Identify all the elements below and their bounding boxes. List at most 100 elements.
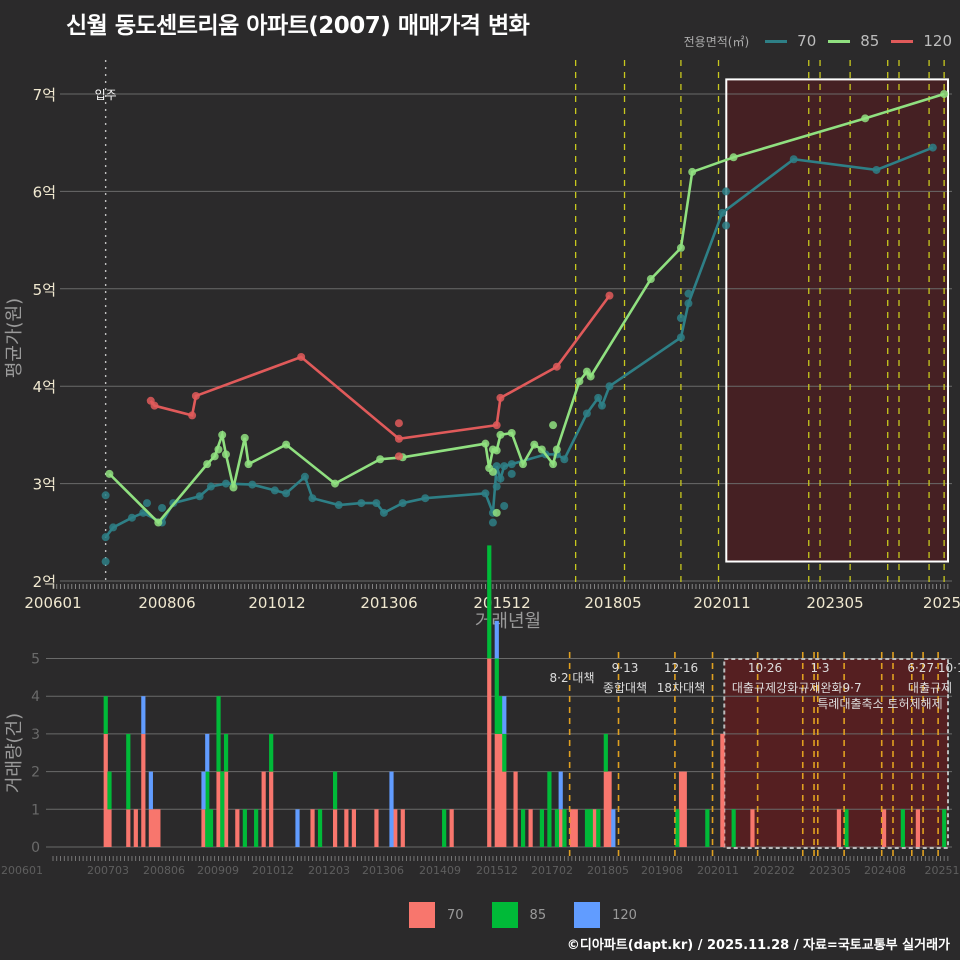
volume-bar-85 [242, 809, 247, 847]
volume-bar-70 [603, 771, 608, 847]
y-tick-label: 5억 [33, 281, 56, 299]
data-point [218, 430, 227, 439]
legend-bottom-item-70: 70 [447, 907, 464, 923]
volume-bar-70 [133, 809, 138, 847]
volume-bar-70 [374, 809, 379, 847]
volume-bar-70 [126, 809, 131, 847]
volume-bar-70 [344, 809, 349, 847]
x-tick-label: 201512 [476, 864, 518, 877]
volume-bar-85 [705, 809, 710, 847]
highlight-region [726, 79, 948, 562]
volume-bar-85 [254, 809, 259, 847]
data-point [940, 90, 949, 98]
volume-bar-85 [442, 809, 447, 847]
volume-bar-85 [220, 771, 225, 847]
data-point [221, 450, 230, 459]
x-tick-label: 20251 [925, 864, 960, 877]
volume-bar-85 [333, 771, 338, 810]
data-point [195, 492, 204, 501]
data-point [582, 409, 591, 418]
data-point [282, 440, 291, 449]
volume-bar-85 [584, 809, 590, 847]
volume-bar-85 [603, 733, 608, 772]
y-tick-label: 7억 [33, 86, 56, 104]
volume-bar-70 [107, 809, 112, 847]
policy-annotation: 대출규제강화 [732, 681, 798, 695]
policy-annotation: 종합대책 [603, 680, 647, 695]
y-tick-label: 4억 [33, 378, 56, 396]
y-axis-title: 평균가(원) [4, 298, 25, 378]
volume-bar-85 [205, 771, 210, 847]
data-point [496, 474, 505, 483]
data-point [492, 482, 501, 491]
volume-bar-70 [235, 809, 240, 847]
data-point [203, 460, 212, 469]
data-point [560, 455, 569, 464]
volume-bar-70 [513, 771, 518, 847]
data-point [229, 483, 238, 492]
volume-bar-120 [611, 809, 616, 847]
data-point [394, 434, 403, 443]
volume-bar-70 [682, 771, 687, 847]
data-point [109, 523, 118, 532]
volume-bar-85 [216, 696, 221, 772]
data-point [297, 352, 306, 361]
data-point [188, 411, 197, 420]
volume-bar-70 [494, 733, 499, 847]
x-tick-label: 202011 [697, 864, 739, 877]
volume-bar-120 [558, 771, 563, 810]
volume-bar-70 [915, 809, 920, 847]
data-point [500, 502, 509, 511]
x-tick-label: 202305 [806, 594, 863, 612]
volume-bar-70 [103, 733, 108, 847]
volume-bar-70 [836, 809, 842, 847]
data-point [308, 494, 317, 503]
x-tick-label: 201012 [248, 594, 305, 612]
data-point [530, 440, 539, 449]
x-tick-label: 201702 [531, 864, 573, 877]
data-point [552, 445, 561, 454]
data-point [492, 446, 501, 455]
data-point [496, 393, 505, 402]
data-point [143, 499, 151, 508]
volume-bar-70 [261, 771, 266, 847]
volume-bar-70 [333, 809, 338, 847]
volume-bar-85 [596, 809, 601, 847]
volume-bar-85 [547, 771, 552, 847]
volume-bar-70 [152, 809, 157, 847]
data-point [105, 469, 114, 478]
volume-bar-85 [498, 696, 503, 734]
y-tick-label: 1 [31, 802, 40, 818]
data-point [300, 472, 309, 481]
y-tick-label: 4 [31, 689, 40, 705]
policy-annotation: 규제완화9·7 [798, 681, 861, 695]
volume-bar-70 [216, 771, 221, 847]
data-point [789, 155, 798, 164]
x-axis-title: 거래년월 [475, 611, 541, 632]
volume-bar-85 [554, 809, 560, 847]
data-point [496, 430, 505, 439]
y-tick-label: 6억 [33, 183, 56, 201]
volume-bar-120 [389, 771, 394, 847]
legend-item-85: 85 [860, 32, 880, 50]
data-point [372, 499, 381, 508]
policy-annotation: 18차대책 [657, 680, 705, 695]
data-point [191, 391, 200, 400]
data-point [492, 421, 501, 430]
volume-bar-120 [494, 620, 499, 659]
x-tick-label: 201908 [641, 864, 683, 877]
data-point [722, 221, 731, 230]
data-point [240, 433, 249, 442]
data-point [481, 439, 490, 448]
data-point [605, 382, 614, 391]
legend-bottom-swatch-85 [491, 902, 518, 928]
data-point [722, 187, 731, 196]
volume-bar-120 [201, 771, 206, 810]
volume-bar-70 [607, 771, 612, 847]
volume-bar-85 [562, 809, 567, 847]
data-point [394, 419, 403, 428]
y-tick-label: 0 [31, 840, 40, 856]
volume-bar-70 [141, 733, 146, 847]
data-point [158, 503, 167, 512]
volume-bar-chart: 0 1 2 3 4 5 8·2 대책 9·13 종합대책 12·16 18차대책 10·26 대출규제강… [1, 545, 960, 877]
